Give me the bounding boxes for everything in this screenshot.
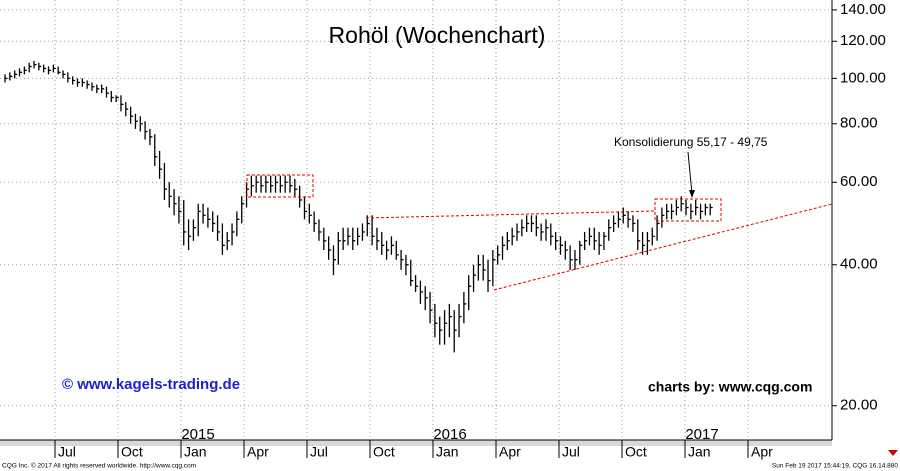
y-tick-label: 60.00 [840, 173, 878, 190]
x-tick-label: Jan [436, 444, 459, 460]
x-tick-label: Apr [247, 444, 269, 460]
chart-title: Rohöl (Wochenchart) [329, 22, 546, 48]
support-line [493, 203, 833, 291]
credit: charts by: www.cqg.com [648, 379, 812, 395]
x-tick-label: Jul [562, 444, 580, 460]
y-tick-label: 120.00 [840, 32, 886, 49]
x-tick-label: Jan [184, 444, 207, 460]
y-tick-label: 40.00 [840, 256, 878, 273]
consolidation-box [654, 198, 722, 222]
overlays [246, 174, 833, 291]
year-label: 2017 [685, 426, 718, 443]
x-tick-label: Oct [373, 444, 395, 460]
scroll-arrow [888, 450, 898, 456]
x-tick-label: Jul [58, 444, 76, 460]
x-tick-label: Jul [310, 444, 328, 460]
y-tick-label: 20.00 [840, 397, 878, 414]
footer-timestamp: Sun Feb 19 2017 15:44:19, CQG 16.14.880 [772, 463, 899, 470]
watermark: © www.kagels-trading.de [62, 376, 240, 393]
annotation: Konsolidierung 55,17 - 49,75 [614, 135, 768, 149]
time-strip [0, 440, 832, 446]
resistance-line [365, 210, 656, 219]
x-tick-label: Apr [499, 444, 521, 460]
y-tick-label: 80.00 [840, 115, 878, 132]
grid-layer [0, 0, 832, 440]
annotation-arrow [687, 151, 693, 195]
arrow-head [689, 190, 695, 198]
consolidation-box [246, 174, 314, 198]
x-tick-label: Apr [751, 444, 773, 460]
y-tick-label: 100.00 [840, 69, 886, 86]
x-tick-label: Oct [625, 444, 647, 460]
bar-layer [4, 60, 713, 353]
y-tick-label: 140.00 [840, 1, 886, 18]
year-label: 2015 [181, 426, 214, 443]
year-label: 2016 [433, 426, 466, 443]
x-tick-label: Oct [121, 444, 143, 460]
footer-copyright: CQG Inc. © 2017 All rights reserved worl… [2, 462, 196, 470]
x-tick-label: Jan [688, 444, 711, 460]
